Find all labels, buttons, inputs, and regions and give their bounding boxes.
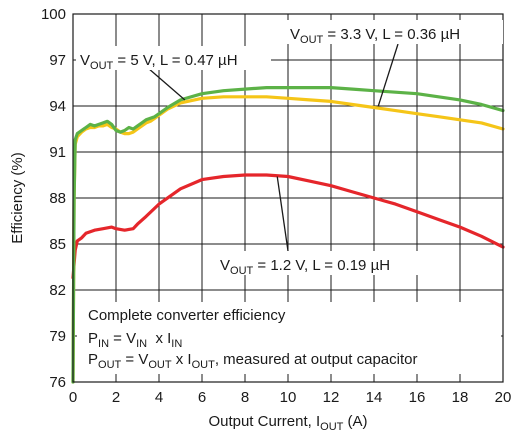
x-tick-label: 6	[198, 389, 206, 406]
y-tick-label: 91	[49, 144, 66, 161]
x-tick-label: 4	[155, 389, 163, 406]
annot2-b: = V	[109, 330, 136, 347]
callout-line-1v2	[276, 176, 289, 252]
x-axis-title-sub: OUT	[320, 421, 344, 433]
label-1v2-post: = 1.2 V, L = 0.19 µH	[253, 257, 390, 274]
x-tick-label: 16	[409, 389, 426, 406]
annot3-c-sub: OUT	[192, 359, 216, 371]
annot3-a-sub: OUT	[98, 359, 122, 371]
annotation-line2: PIN = VIN x IIN	[88, 330, 182, 350]
annot2-b-sub: IN	[136, 338, 147, 350]
label-1v2-text: VOUT = 1.2 V, L = 0.19 µH	[220, 257, 390, 277]
y-tick-label: 94	[49, 98, 66, 115]
label-3v3-sub: OUT	[300, 34, 324, 46]
y-tick-label: 79	[49, 328, 66, 345]
label-5v: VOUT = 5 V, L = 0.47 µH	[76, 46, 271, 72]
series-layer	[71, 85, 505, 384]
label-5v-text: VOUT = 5 V, L = 0.47 µH	[80, 52, 238, 72]
x-tick-label: 20	[495, 389, 512, 406]
x-tick-label: 2	[112, 389, 120, 406]
annotation-line1: Complete converter efficiency	[88, 307, 286, 324]
label-3v3-pre: V	[290, 26, 300, 43]
series-line-1v2	[71, 173, 505, 280]
x-axis-title: Output Current, IOUT (A)	[208, 413, 367, 433]
label-5v-post: = 5 V, L = 0.47 µH	[113, 52, 237, 69]
callout-line-5v	[147, 67, 186, 101]
annot2-a-sub: IN	[98, 338, 109, 350]
label-1v2-pre: V	[220, 257, 230, 274]
annot3-d: , measured at output capacitor	[215, 351, 418, 368]
series-line-3v3	[71, 95, 505, 384]
callouts	[147, 43, 399, 252]
label-5v-pre: V	[80, 52, 90, 69]
x-tick-labels: 0 2 4 6 8 10 12 14 16 18 20	[69, 389, 512, 406]
label-1v2-bg	[215, 251, 445, 275]
label-5v-bg	[76, 46, 271, 70]
annot3-c: x I	[172, 351, 192, 368]
annot3-b-sub: OUT	[148, 359, 172, 371]
annot3-b: = V	[121, 351, 148, 368]
y-axis-title: Efficiency (%)	[9, 152, 26, 243]
y-tick-label: 82	[49, 282, 66, 299]
annotation-line3: POUT = VOUT x IOUT, measured at output c…	[88, 351, 417, 371]
annotation-bg	[77, 302, 501, 374]
label-3v3-bg	[285, 20, 503, 44]
annot3-a: P	[88, 351, 98, 368]
callout-line-3v3	[377, 43, 399, 107]
label-1v2-sub: OUT	[230, 265, 254, 277]
label-1v2: VOUT = 1.2 V, L = 0.19 µH	[215, 251, 445, 277]
x-tick-label: 10	[280, 389, 297, 406]
label-3v3: VOUT = 3.3 V, L = 0.36 µH	[285, 20, 503, 46]
x-tick-label: 0	[69, 389, 77, 406]
y-tick-label: 76	[49, 374, 66, 391]
plot-frame	[72, 13, 504, 383]
y-tick-label: 100	[41, 6, 66, 23]
y-tick-label: 85	[49, 236, 66, 253]
y-tick-label: 97	[49, 52, 66, 69]
label-3v3-text: VOUT = 3.3 V, L = 0.36 µH	[290, 26, 460, 46]
annot2-c-sub: IN	[171, 338, 182, 350]
series-line-5v	[71, 85, 505, 384]
x-axis-title-main: Output Current, I	[208, 413, 320, 430]
label-5v-sub: OUT	[90, 60, 114, 72]
x-tick-label: 14	[366, 389, 383, 406]
annotation-block: Complete converter efficiency PIN = VIN …	[77, 302, 501, 374]
y-tick-labels: 76 79 82 85 88 91 94 97 100	[41, 6, 66, 391]
x-axis-title-unit: (A)	[343, 413, 367, 430]
annot2-a: P	[88, 330, 98, 347]
x-tick-label: 18	[452, 389, 469, 406]
x-tick-label: 12	[323, 389, 340, 406]
annot2-c: x I	[147, 330, 171, 347]
y-tick-label: 88	[49, 190, 66, 207]
x-tick-label: 8	[241, 389, 249, 406]
label-3v3-post: = 3.3 V, L = 0.36 µH	[323, 26, 460, 43]
